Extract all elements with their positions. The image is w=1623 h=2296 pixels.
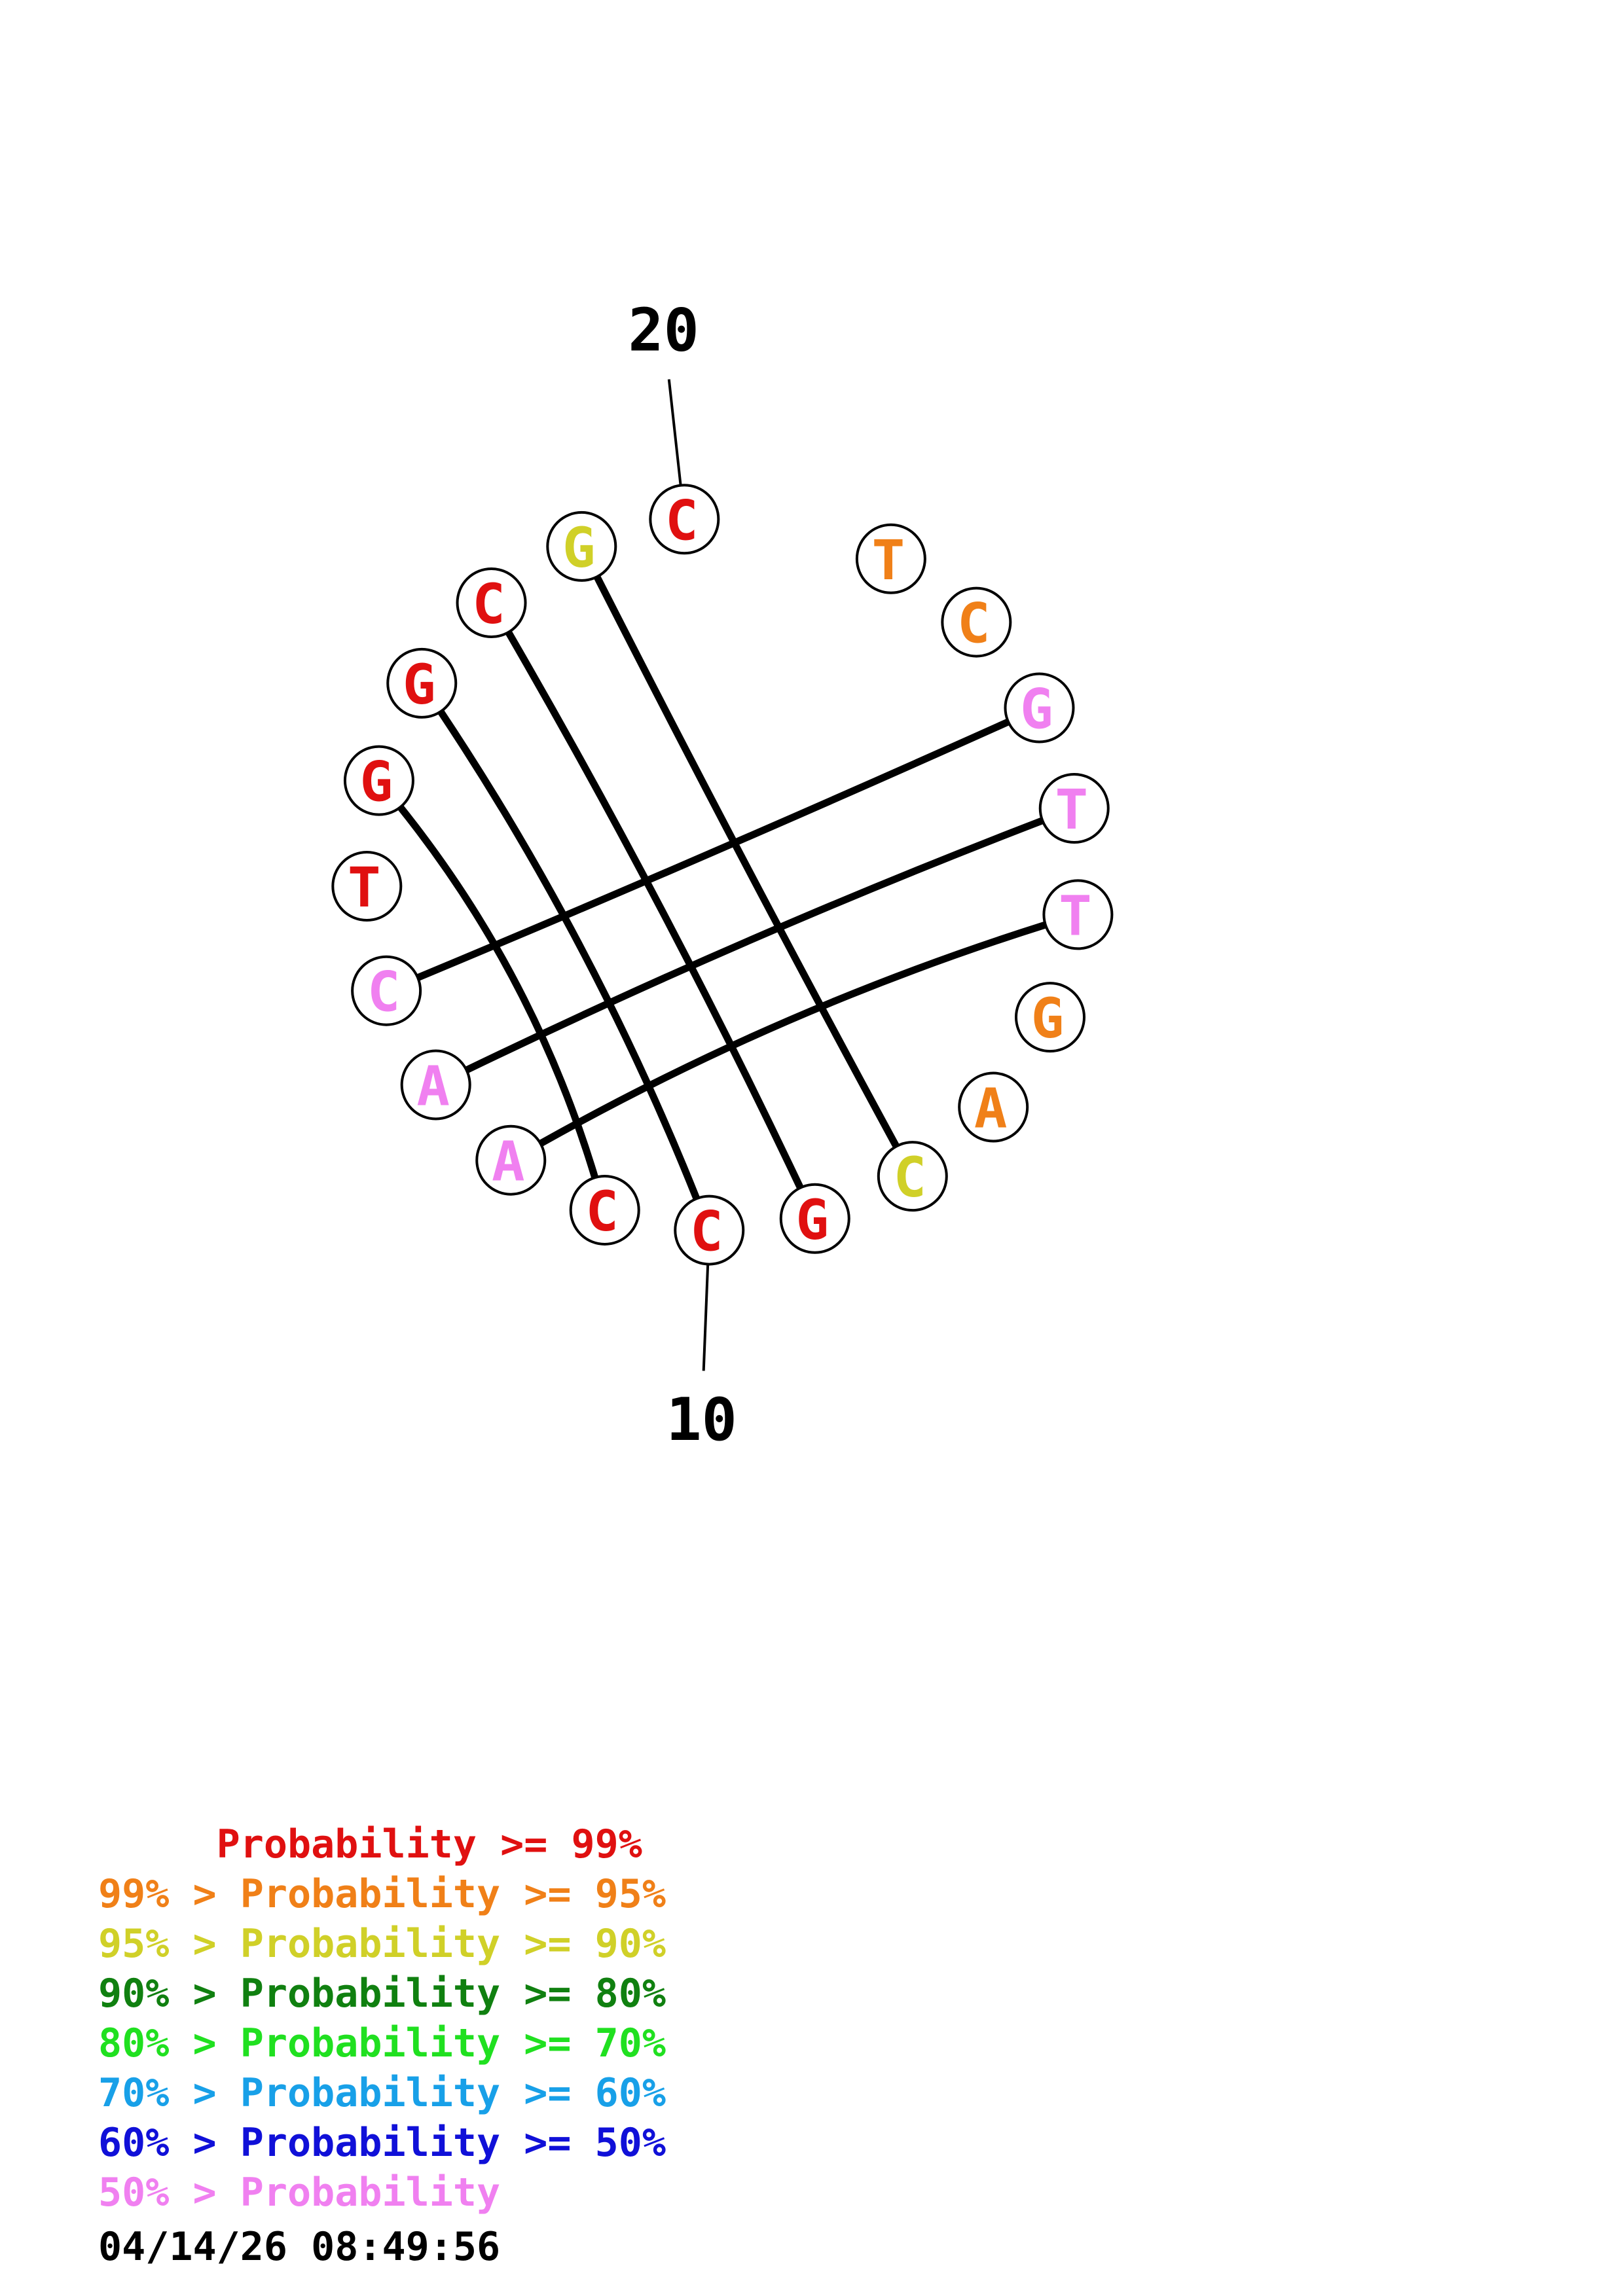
nucleotide-circle [331,851,403,922]
nucleotide-base: C [957,592,991,656]
legend-row-7: 60% > Probability >= 50% [98,2120,666,2166]
legend-row-4: 90% > Probability >= 80% [98,1971,666,2017]
nucleotide-17: G [386,647,458,719]
legend-row-5: 80% > Probability >= 70% [98,2020,666,2066]
base-pair-3-14 [414,718,1012,982]
position-tick-20 [667,379,682,486]
nucleotide-18: C [456,567,527,639]
nucleotide-base: G [795,1188,829,1252]
nucleotide-circle [941,586,1012,658]
position-label-20: 20 [628,296,699,365]
nucleotide-circle [877,1141,948,1212]
probability-legend: Probability >= 99% 99% > Probability >= 9… [98,1820,666,2217]
nucleotide-base: T [1059,884,1092,948]
position-tick-10 [702,1264,710,1371]
nucleotide-base: A [974,1077,1008,1141]
base-pair-4-13 [463,817,1046,1074]
nucleotide-base: C [472,572,505,636]
position-ticks: 10 20 [628,296,737,1454]
nucleotide-circle [1004,672,1075,744]
nucleotide-3: G [1004,672,1075,744]
nucleotide-base: G [1020,677,1053,742]
base-pair-8-19 [593,573,900,1150]
nucleotide-base: G [360,750,393,814]
nucleotide-8: C [877,1141,948,1212]
nucleotide-10: C [674,1194,745,1266]
nucleotide-base: C [665,488,699,552]
nucleotide-13: A [400,1049,471,1121]
base-pair-lines [396,573,1049,1202]
nucleotide-7: A [958,1071,1029,1143]
nucleotide-1: T [855,523,926,594]
nucleotide-circle [386,647,458,719]
nucleotide-circle [674,1194,745,1266]
position-label-10: 10 [666,1386,737,1454]
base-pair-10-17 [437,708,701,1202]
nucleotide-circle [958,1071,1029,1143]
nucleotide-circle [456,567,527,639]
nucleotide-base: T [1055,778,1088,842]
nucleotide-20: C [649,484,720,555]
nucleotide-base: C [585,1179,619,1244]
nucleotide-5: T [1042,879,1114,950]
nucleotide-base: T [348,855,381,920]
nucleotide-circle [779,1183,850,1254]
nucleotide-base: C [367,960,401,1024]
legend-row-6: 70% > Probability >= 60% [98,2070,666,2116]
nucleotide-9: G [779,1183,850,1254]
nucleotide-circle [1042,879,1114,950]
nucleotide-base: C [894,1145,927,1210]
legend-row-8: 50% > Probability [98,2170,501,2215]
nucleotide-base: T [872,528,905,592]
nucleotide-6: G [1014,982,1085,1053]
nucleotide-circle [855,523,926,594]
nucleotide-base: G [1031,986,1065,1050]
legend-row-3: 95% > Probability >= 90% [98,1921,666,1967]
nucleotide-4: T [1038,773,1110,844]
nucleotide-base: A [416,1054,450,1119]
nucleotide-15: T [331,851,403,922]
nucleotide-12: A [475,1124,547,1196]
timestamp: 04/14/26 08:49:56 [98,2224,501,2270]
nucleotide-base: A [492,1130,525,1194]
nucleotide-circle [400,1049,471,1121]
nucleotide-circle [351,955,422,1026]
nucleotide-19: G [546,511,617,582]
nucleotide-circle [1038,773,1110,844]
base-pair-11-16 [396,803,599,1181]
legend-row-1: Probability >= 99% [98,1821,642,1867]
nucleotide-base: G [562,516,596,580]
base-pair-5-12 [537,921,1049,1147]
nucleotide-14: C [351,955,422,1026]
nucleotide-2: C [941,586,1012,658]
nucleotide-circle [546,511,617,582]
nucleotide-11: C [569,1174,640,1246]
nucleotide-circle [343,745,414,816]
nucleotide-circle [475,1124,547,1196]
legend-row-2: 99% > Probability >= 95% [98,1871,666,1917]
nucleotide-base: C [690,1200,723,1264]
nucleotide-circle [1014,982,1085,1053]
nucleotide-base: G [403,653,436,717]
nucleotide-circle [569,1174,640,1246]
nucleotide-circle [649,484,720,555]
base-pair-9-18 [505,628,804,1192]
nucleotide-16: G [343,745,414,816]
